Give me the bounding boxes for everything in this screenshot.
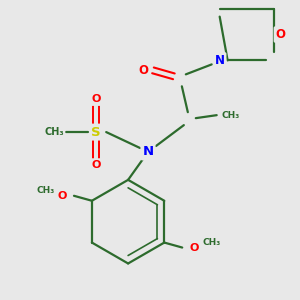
Text: CH₃: CH₃ [45, 127, 64, 137]
Text: O: O [275, 28, 285, 41]
Text: N: N [142, 146, 154, 158]
Text: S: S [92, 126, 101, 139]
Text: O: O [92, 160, 101, 170]
Text: N: N [215, 54, 225, 67]
Text: O: O [92, 94, 101, 104]
Text: O: O [57, 191, 67, 201]
Text: O: O [190, 242, 199, 253]
Text: O: O [138, 64, 148, 77]
Text: CH₃: CH₃ [37, 186, 55, 195]
Text: CH₃: CH₃ [221, 111, 240, 120]
Text: CH₃: CH₃ [203, 238, 221, 247]
